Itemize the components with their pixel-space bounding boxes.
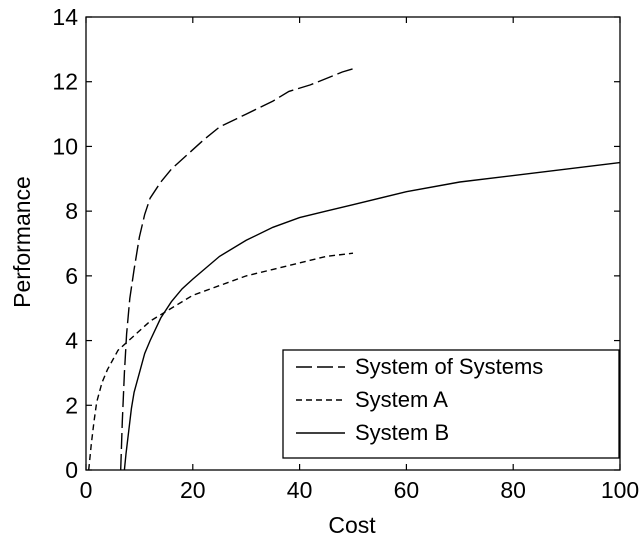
y-tick-label: 0	[65, 457, 78, 483]
y-tick-label: 10	[52, 133, 78, 159]
series-line-2	[123, 161, 621, 471]
y-tick-label: 14	[52, 4, 78, 30]
x-tick-label: 80	[500, 477, 526, 503]
series-line-1	[88, 252, 354, 471]
x-tick-label: 20	[180, 477, 206, 503]
x-axis-label: Cost	[328, 512, 376, 538]
legend-label-0: System of Systems	[355, 354, 543, 379]
legend-label-1: System A	[355, 387, 448, 412]
y-tick-label: 4	[65, 328, 78, 354]
x-tick-label: 60	[394, 477, 420, 503]
x-tick-label: 100	[601, 477, 639, 503]
y-tick-label: 6	[65, 263, 78, 289]
plot-frame	[85, 16, 621, 471]
x-axis-ticks: 0 20 40 60 80 100	[80, 17, 639, 503]
x-tick-label: 40	[287, 477, 313, 503]
legend-box	[282, 349, 620, 459]
y-tick-label: 12	[52, 69, 78, 95]
y-axis-ticks: 0 2 4 6 8 10 12 14	[52, 4, 620, 483]
series-line-0	[120, 68, 354, 471]
y-tick-label: 8	[65, 198, 78, 224]
y-axis-label: Performance	[9, 176, 35, 308]
x-tick-label: 0	[80, 477, 93, 503]
legend: System of Systems System A System B	[282, 349, 620, 459]
plot-lines	[88, 68, 621, 471]
y-tick-label: 2	[65, 392, 78, 418]
legend-label-2: System B	[355, 420, 449, 445]
